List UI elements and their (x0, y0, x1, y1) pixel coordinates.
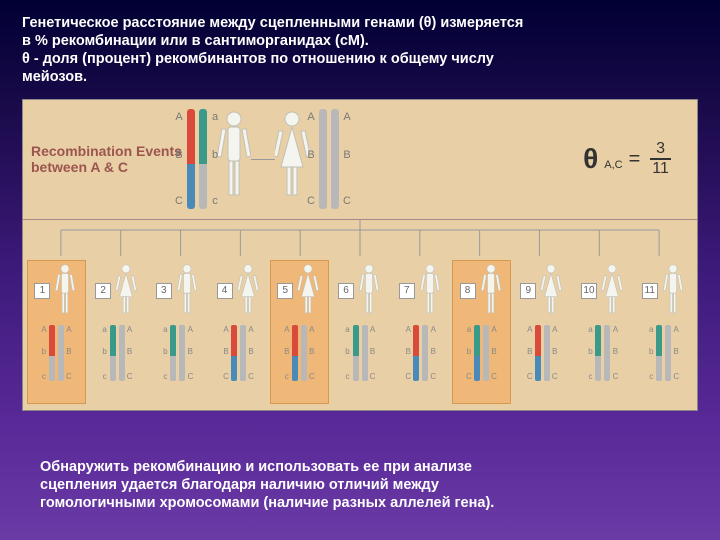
top-paragraph: Генетическое расстояние между сцепленным… (0, 0, 720, 87)
offspring-figure (660, 263, 686, 321)
chromosome: A B C (179, 325, 185, 381)
offspring-figure (538, 263, 564, 321)
offspring-number: 9 (520, 283, 536, 299)
chromosome: a b c (199, 109, 207, 209)
theta-formula: θ A,C = 3 11 (569, 140, 689, 178)
chromosome: A B C (535, 325, 541, 381)
chromosome: a b c (656, 325, 662, 381)
offspring-7: 7 A B C A B C (391, 260, 450, 404)
parent-right-chromosomes: A B C A B C (319, 109, 339, 209)
offspring-number: 6 (338, 283, 354, 299)
offspring-number: 8 (460, 283, 476, 299)
offspring-figure (478, 263, 504, 321)
chromosome: A B C (362, 325, 368, 381)
chromosome: a b c (170, 325, 176, 381)
theta-denominator: 11 (646, 160, 675, 178)
chromosome: a b c (110, 325, 116, 381)
recombination-diagram: Recombination Events between A & C A B C… (22, 99, 698, 411)
offspring-number: 4 (217, 283, 233, 299)
offspring-11: 11 a b c A B C (634, 260, 693, 404)
chromosome: A B C (483, 325, 489, 381)
chromosome: A B C (58, 325, 64, 381)
offspring-number: 10 (581, 283, 597, 299)
offspring-3: 3 a b c A B C (148, 260, 207, 404)
offspring-figure (52, 263, 78, 321)
chromosome: A B C (231, 325, 237, 381)
chromosome: A B c (292, 325, 298, 381)
offspring-chromosomes: a b c A B C (110, 325, 125, 381)
offspring-chromosomes: A B C A B C (413, 325, 428, 381)
top-line-4: мейозов. (22, 68, 698, 86)
parent-left-chromosomes: A B C a b c (187, 109, 207, 209)
top-line-2: в % рекомбинации или в сантиморганидах (… (22, 32, 698, 50)
offspring-2: 2 a b c A B C (88, 260, 147, 404)
chromosome: A B C (119, 325, 125, 381)
chromosome: A B C (604, 325, 610, 381)
theta-numerator: 3 (650, 140, 671, 160)
mother-figure (275, 109, 309, 209)
bottom-line-1: Обнаружить рекомбинацию и использовать е… (40, 458, 494, 476)
offspring-chromosomes: A B C A B C (231, 325, 246, 381)
recomb-label: Recombination Events between A & C (31, 143, 187, 175)
top-line-1: Генетическое расстояние между сцепленным… (22, 14, 698, 32)
offspring-chromosomes: A B c A B C (292, 325, 307, 381)
theta-subscript: A,C (604, 159, 622, 171)
theta-equals: = (629, 148, 641, 171)
offspring-9: 9 A B C A B C (513, 260, 572, 404)
bottom-line-3: гомологичными хромосомами (наличие разны… (40, 494, 494, 512)
theta-symbol: θ (583, 143, 598, 175)
chromosome: a b c (353, 325, 359, 381)
offspring-row: 1 A b c A B C 2 a b c (23, 256, 697, 410)
theta-fraction: 3 11 (646, 140, 675, 178)
offspring-number: 11 (642, 283, 658, 299)
chromosome: A b c (49, 325, 55, 381)
offspring-number: 3 (156, 283, 172, 299)
chromosome: A B C (331, 109, 339, 209)
offspring-number: 2 (95, 283, 111, 299)
chromosome: A B C (422, 325, 428, 381)
offspring-chromosomes: a b c A B C (170, 325, 185, 381)
chromosome: A B C (413, 325, 419, 381)
offspring-number: 1 (34, 283, 50, 299)
offspring-number: 7 (399, 283, 415, 299)
chromosome: A B C (544, 325, 550, 381)
offspring-4: 4 A B C A B C (209, 260, 268, 404)
offspring-figure (417, 263, 443, 321)
offspring-figure (174, 263, 200, 321)
offspring-chromosomes: a b c A B C (656, 325, 671, 381)
offspring-6: 6 a b c A B C (331, 260, 390, 404)
offspring-figure (599, 263, 625, 321)
offspring-chromosomes: a b c A B C (353, 325, 368, 381)
chromosome: A B C (187, 109, 195, 209)
bottom-line-2: сцепления удается благодаря наличию отли… (40, 476, 494, 494)
parents-row: Recombination Events between A & C A B C… (23, 100, 697, 220)
recomb-label-2: between A & C (31, 159, 187, 175)
offspring-8: 8 a b C A B C (452, 260, 511, 404)
offspring-figure (295, 263, 321, 321)
offspring-figure (235, 263, 261, 321)
top-line-3: θ - доля (процент) рекомбинантов по отно… (22, 50, 698, 68)
offspring-5: 5 A B c A B C (270, 260, 329, 404)
offspring-chromosomes: A B C A B C (535, 325, 550, 381)
recomb-label-1: Recombination Events (31, 143, 187, 159)
bottom-paragraph: Обнаружить рекомбинацию и использовать е… (0, 458, 534, 512)
chromosome: A B C (319, 109, 327, 209)
chromosome: A B C (301, 325, 307, 381)
offspring-1: 1 A b c A B C (27, 260, 86, 404)
chromosome: A B C (240, 325, 246, 381)
father-figure (217, 109, 251, 209)
chromosome: A B C (665, 325, 671, 381)
pedigree-tree (31, 220, 689, 256)
offspring-10: 10 a b c A B C (574, 260, 633, 404)
offspring-number: 5 (277, 283, 293, 299)
offspring-figure (356, 263, 382, 321)
chromosome: a b C (474, 325, 480, 381)
offspring-chromosomes: A b c A B C (49, 325, 64, 381)
chromosome: a b c (595, 325, 601, 381)
offspring-chromosomes: a b c A B C (595, 325, 610, 381)
offspring-chromosomes: a b C A B C (474, 325, 489, 381)
offspring-figure (113, 263, 139, 321)
